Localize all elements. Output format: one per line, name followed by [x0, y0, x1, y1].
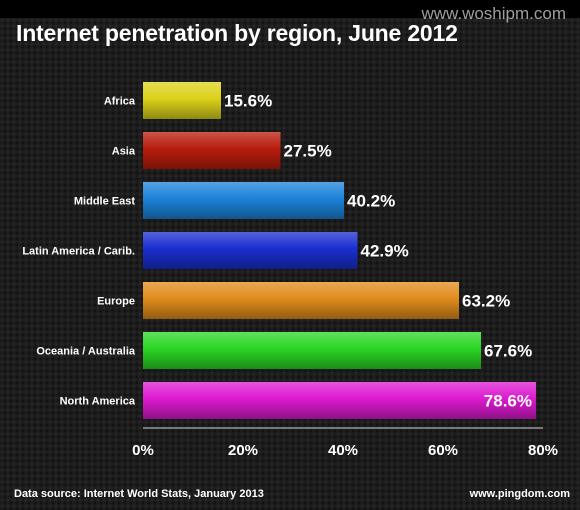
bar-0 [143, 82, 221, 119]
value-label-6: 78.6% [484, 392, 532, 411]
site-credit: www.pingdom.com [469, 488, 570, 500]
category-label-6: North America [60, 396, 136, 408]
category-label-0: Africa [104, 96, 136, 108]
bar-1 [143, 132, 281, 169]
category-label-2: Middle East [74, 196, 135, 208]
bar-6 [143, 382, 536, 419]
x-tick-label-3: 60% [428, 442, 458, 459]
bar-3 [143, 232, 358, 269]
bar-5 [143, 332, 481, 369]
x-axis-ticks: 0% 20% 40% 60% 80% [132, 442, 558, 459]
category-label-1: Asia [112, 146, 136, 158]
watermark: www.woshipm.com [421, 4, 566, 23]
category-label-5: Oceania / Australia [36, 346, 136, 358]
value-label-1: 27.5% [284, 142, 332, 161]
x-tick-label-2: 40% [328, 442, 358, 459]
value-label-4: 63.2% [462, 292, 510, 311]
chart-title: Internet penetration by region, June 201… [16, 20, 458, 46]
x-tick-label-4: 80% [528, 442, 558, 459]
value-label-5: 67.6% [484, 342, 532, 361]
bar-2 [143, 182, 344, 219]
bar-4 [143, 282, 459, 319]
bars: Africa 15.6% Asia 27.5% Middle East 40.2% Lati… [22, 82, 536, 419]
value-label-3: 42.9% [361, 242, 409, 261]
x-tick-label-1: 20% [228, 442, 258, 459]
data-source-note: Data source: Internet World Stats, Janua… [14, 488, 264, 500]
category-label-4: Europe [97, 296, 135, 308]
value-label-2: 40.2% [347, 192, 395, 211]
value-label-0: 15.6% [224, 92, 272, 111]
x-tick-label-0: 0% [132, 442, 154, 459]
top-strip [0, 0, 580, 18]
category-label-3: Latin America / Carib. [22, 246, 135, 258]
